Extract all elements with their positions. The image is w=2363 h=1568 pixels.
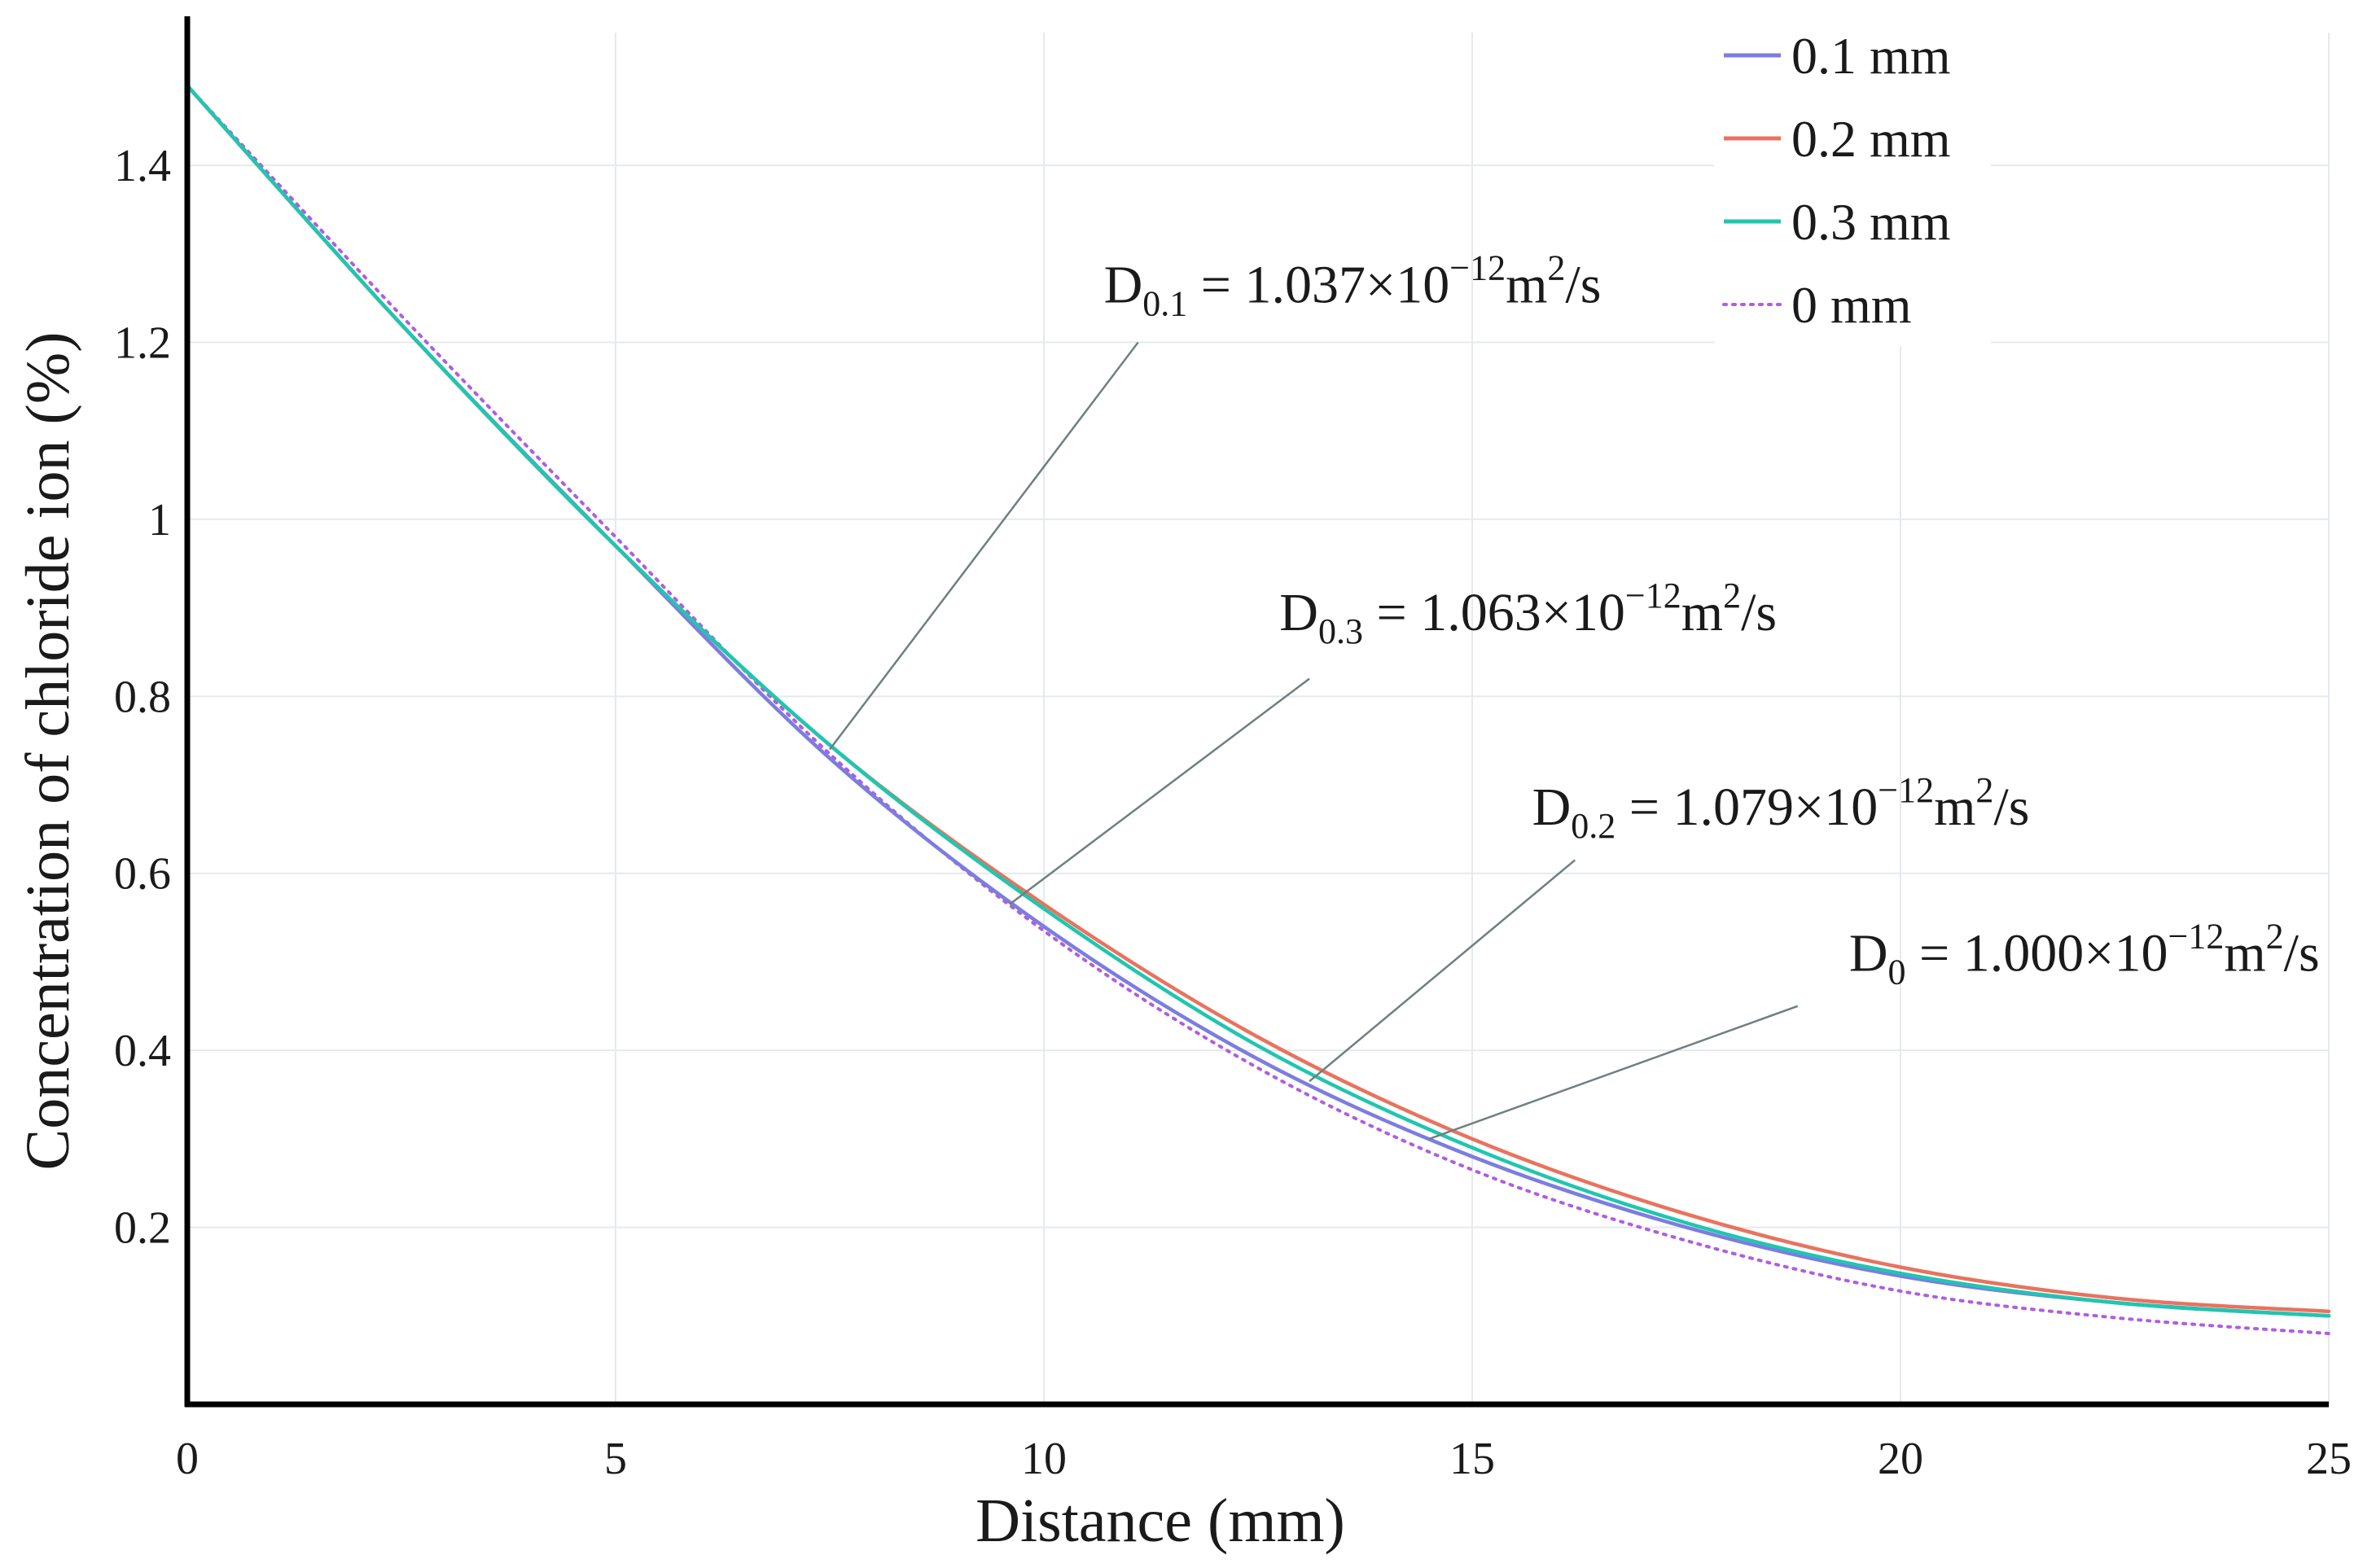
annotation-leaders	[829, 341, 1799, 1141]
axes	[184, 16, 2329, 1408]
x-tick-label: 25	[2306, 1434, 2352, 1484]
y-tick-label: 1	[148, 495, 171, 545]
series-line-0.3-mm	[185, 83, 2331, 1318]
legend-background	[1714, 16, 1991, 346]
x-axis-title: Distance (mm)	[975, 1487, 1345, 1555]
x-tick-labels: 0 5 10 15 20 25	[176, 1434, 2352, 1484]
annotation-leader-line	[829, 341, 1139, 751]
series-layer	[185, 83, 2331, 1335]
y-tick-label: 0.6	[114, 849, 171, 900]
annotation-label: D0.1 = 1.037×10−12m2/s	[1104, 248, 1602, 324]
legend-label: 0.3 mm	[1791, 193, 1951, 251]
legend-label: 0.1 mm	[1791, 27, 1951, 85]
annotation-label: D0.3 = 1.063×10−12m2/s	[1279, 576, 1777, 651]
y-tick-label: 0.8	[114, 672, 171, 722]
legend-label: 0 mm	[1791, 276, 1912, 334]
y-tick-label: 1.4	[114, 141, 171, 191]
y-tick-label: 0.4	[114, 1026, 171, 1076]
annotation-label: D0.2 = 1.079×10−12m2/s	[1532, 770, 2030, 846]
annotation-leader-line	[1428, 1005, 1799, 1141]
annotation-label: D0 = 1.000×10−12m2/s	[1849, 916, 2320, 992]
x-tick-label: 0	[176, 1434, 199, 1484]
legend: 0.1 mm 0.2 mm 0.3 mm 0 mm	[1714, 16, 1991, 346]
series-line-0-mm	[186, 84, 2330, 1335]
annotations: D0.1 = 1.037×10−12m2/s D0.3 = 1.063×10−12…	[1104, 248, 2320, 992]
x-tick-label: 15	[1449, 1434, 1495, 1484]
y-tick-label: 0.2	[114, 1203, 171, 1254]
x-tick-label: 20	[1878, 1434, 1923, 1484]
legend-label: 0.2 mm	[1791, 110, 1951, 168]
y-tick-label: 1.2	[114, 318, 171, 368]
y-axis-title: Concentration of chloride ion (%)	[14, 332, 82, 1171]
x-gridlines	[615, 33, 2330, 1404]
x-tick-label: 10	[1021, 1434, 1067, 1484]
annotation-leader-line	[1309, 859, 1576, 1083]
x-tick-label: 5	[604, 1434, 627, 1484]
y-tick-labels: 0.2 0.4 0.6 0.8 1 1.2 1.4	[114, 141, 171, 1254]
annotation-leader-line	[1009, 677, 1310, 905]
